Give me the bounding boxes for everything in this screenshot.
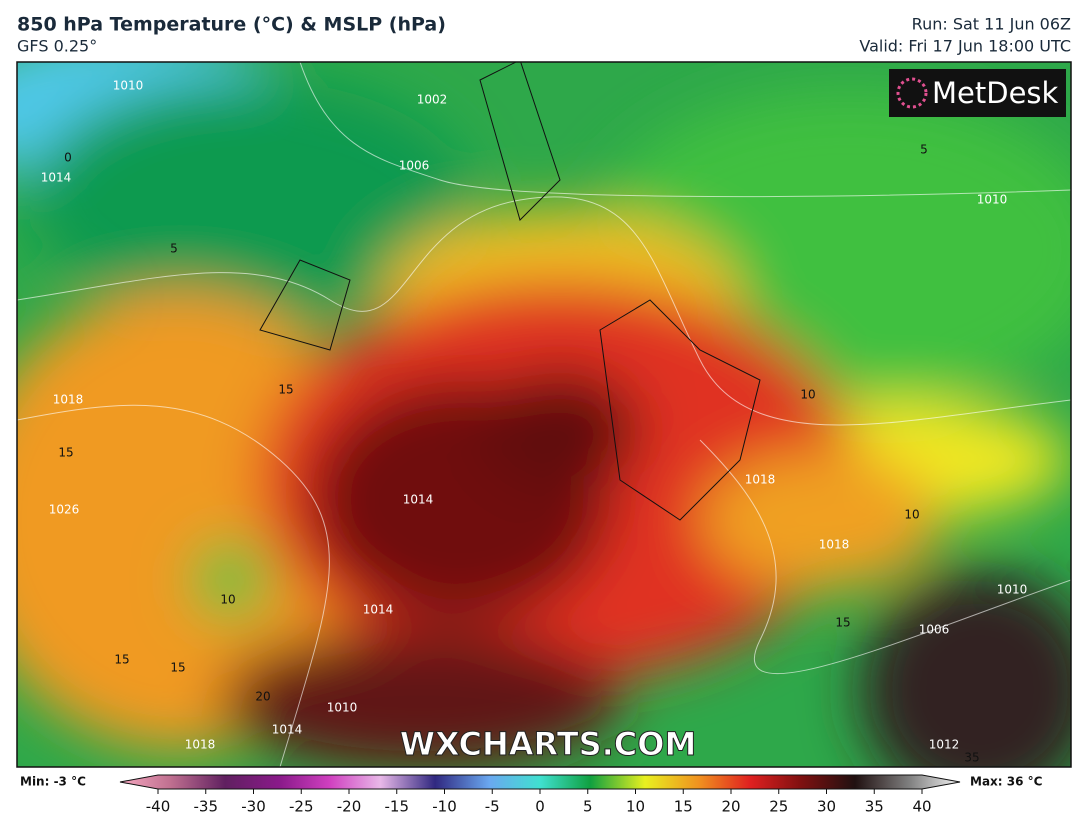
colorbar-tick-label: -20 xyxy=(337,798,362,816)
colorbar-tick-label: -35 xyxy=(194,798,219,816)
run-time: Run: Sat 11 Jun 06Z xyxy=(912,15,1071,34)
map-label: 15 xyxy=(170,661,185,675)
map-label: 5 xyxy=(170,242,178,256)
colorbar-tick-label: -25 xyxy=(289,798,314,816)
map-labels: 1010100210060101455101015101815102610141… xyxy=(41,79,1028,765)
map-label: 20 xyxy=(255,690,270,704)
colorbar-scale xyxy=(119,774,961,790)
colorbar-tick-label: 10 xyxy=(626,798,645,816)
map-label: 1010 xyxy=(327,701,358,715)
map-label: 1002 xyxy=(417,93,448,107)
map-label: 1014 xyxy=(41,171,72,185)
map-label: 1014 xyxy=(403,493,434,507)
map xyxy=(17,62,1071,767)
map-label: 1018 xyxy=(185,738,216,752)
map-label: 35 xyxy=(964,751,979,765)
map-label: 15 xyxy=(278,383,293,397)
colorbar-tick-label: 20 xyxy=(721,798,740,816)
map-label: 10 xyxy=(904,508,919,522)
map-label: 1014 xyxy=(272,723,303,737)
logo-box xyxy=(889,69,1066,117)
map-label: 1018 xyxy=(53,393,84,407)
map-label: 15 xyxy=(114,653,129,667)
map-label: 1010 xyxy=(113,79,144,93)
map-label: 5 xyxy=(920,143,928,157)
colorbar: -40 -35 -30 -25 -20 -15 -10 -5 0 5 10 15 20 25 30 35 40 xyxy=(119,774,961,816)
map-label: 0 xyxy=(64,151,72,165)
map-label: 1018 xyxy=(745,473,776,487)
map-label: 1018 xyxy=(819,538,850,552)
map-label: 15 xyxy=(835,616,850,630)
colorbar-tick-label: 5 xyxy=(583,798,593,816)
colorbar-tick-label: 0 xyxy=(535,798,545,816)
subtitle: GFS 0.25° xyxy=(17,37,97,56)
colorbar-tick-label: -30 xyxy=(241,798,266,816)
colorbar-tick-label: 30 xyxy=(817,798,836,816)
colorbar-tick-label: 40 xyxy=(912,798,931,816)
map-label: 1012 xyxy=(929,738,960,752)
max-label: Max: 36 °C xyxy=(970,775,1043,789)
title: 850 hPa Temperature (°C) & MSLP (hPa) xyxy=(17,14,446,36)
colorbar-tick-label: -5 xyxy=(485,798,500,816)
map-frame xyxy=(16,61,1072,768)
colorbar-tick-label: -15 xyxy=(385,798,410,816)
map-label: 1006 xyxy=(399,159,430,173)
colorbar-tick-label: -10 xyxy=(432,798,457,816)
watermark: WXCHARTS.COM xyxy=(400,725,697,763)
min-label: Min: -3 °C xyxy=(20,775,86,789)
map-label: 10 xyxy=(800,388,815,402)
colorbar-tick-label: 15 xyxy=(674,798,693,816)
logo-icon xyxy=(896,77,928,109)
map-label: 1014 xyxy=(363,603,394,617)
map-label: 1006 xyxy=(919,623,950,637)
map-label: 1010 xyxy=(997,583,1028,597)
valid-time: Valid: Fri 17 Jun 18:00 UTC xyxy=(859,37,1071,56)
map-label: 10 xyxy=(220,593,235,607)
map-label: 15 xyxy=(58,446,73,460)
colorbar-tick-label: 25 xyxy=(769,798,788,816)
logo: MetDesk xyxy=(932,76,1059,110)
map-label: 1026 xyxy=(49,503,80,517)
map-label: 1010 xyxy=(977,193,1008,207)
colorbar-tick-label: -40 xyxy=(146,798,171,816)
colorbar-tick-label: 35 xyxy=(865,798,884,816)
